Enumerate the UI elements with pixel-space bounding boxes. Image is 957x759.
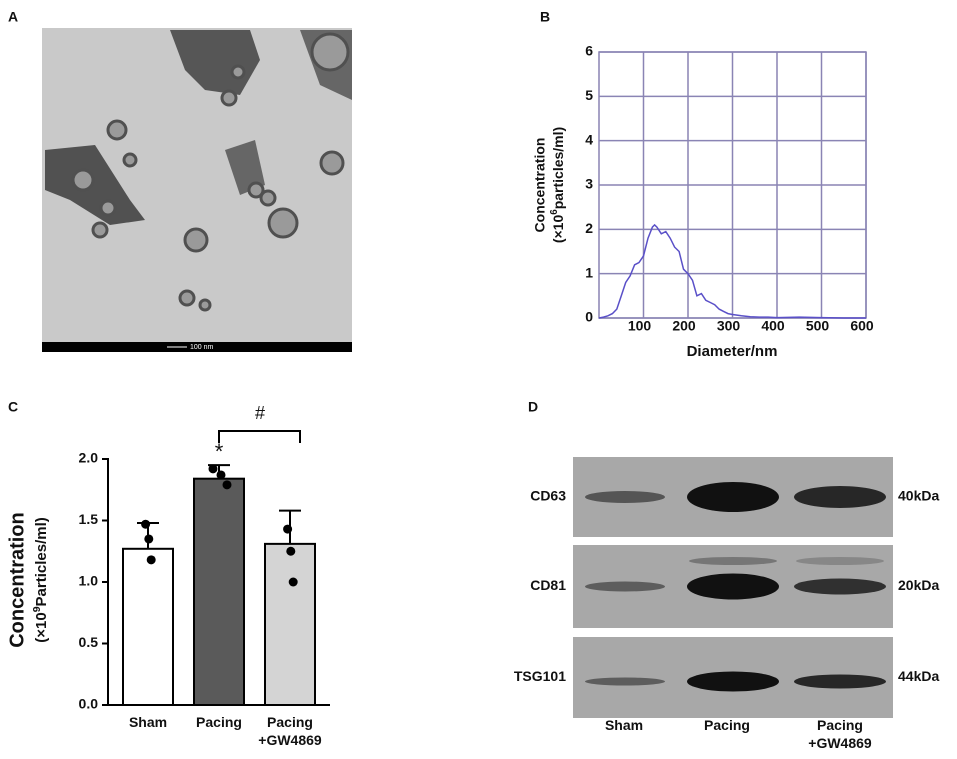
data-point <box>141 519 151 529</box>
panel-label: C <box>8 399 18 415</box>
row-label: CD81 <box>530 577 566 593</box>
y-axis-label: (×106particles/ml) <box>549 127 566 243</box>
row-size: 44kDa <box>898 668 939 684</box>
label-part: 6 <box>549 209 560 215</box>
x-tick-label: Sham <box>605 717 643 733</box>
x-tick-label: 400 <box>761 318 785 334</box>
x-axis-label: Diameter/nm <box>687 343 778 360</box>
y-tick-label: 5 <box>585 87 593 103</box>
data-point <box>146 555 156 565</box>
data-point <box>222 480 232 490</box>
bar <box>264 542 316 706</box>
y-axis-label: Concentration <box>6 512 28 648</box>
y-axis-label: Concentration <box>532 138 548 233</box>
panel-label: A <box>8 9 18 25</box>
y-tick-label: 0.5 <box>79 634 99 650</box>
x-tick-label: Pacing +GW4869 <box>258 714 322 748</box>
x-tick-label: 300 <box>717 318 741 334</box>
blot-band <box>687 482 779 512</box>
data-point <box>283 524 293 534</box>
micrograph: 100 nm <box>42 28 352 352</box>
label-part: particles/ml) <box>550 127 566 209</box>
row-size: 20kDa <box>898 577 939 593</box>
x-tick-label: Pacing <box>704 717 750 733</box>
x-tick-label: 100 <box>628 318 652 334</box>
bar <box>122 547 174 706</box>
annotation: * <box>215 439 224 464</box>
blot-band <box>585 491 665 503</box>
data-point <box>286 546 296 556</box>
blot-band <box>687 573 779 600</box>
x-tick-label: Pacing +GW4869 <box>808 717 872 751</box>
data-point <box>288 577 298 587</box>
y-tick-label: 0 <box>585 309 593 325</box>
x-tick-label: Sham <box>129 714 167 730</box>
row-label: TSG101 <box>514 668 566 684</box>
y-tick-label: 3 <box>585 176 593 192</box>
blot-band <box>689 557 777 565</box>
blot-band <box>794 578 886 595</box>
x-tick-label: 200 <box>672 318 696 334</box>
bar <box>193 477 245 706</box>
x-tick-label: 500 <box>806 318 830 334</box>
label-part: Particles/ml) <box>33 517 50 606</box>
label-part: (×10 <box>33 612 50 642</box>
scale-bar-label: 100 nm <box>190 344 214 351</box>
blot-band <box>687 671 779 692</box>
row-label: CD63 <box>530 488 566 504</box>
row-size: 40kDa <box>898 488 939 504</box>
blot-band <box>796 557 884 565</box>
x-tick-label: Pacing <box>196 714 242 730</box>
data-point <box>208 464 218 474</box>
blot-band <box>794 674 886 689</box>
bracket <box>218 430 301 443</box>
y-tick-label: 6 <box>585 43 593 59</box>
panel-label: D <box>528 399 538 415</box>
y-tick-label: 2 <box>585 220 593 236</box>
label-part: (×10 <box>550 215 566 244</box>
x-tick-label: 600 <box>850 318 874 334</box>
y-tick-label: 2.0 <box>79 450 99 466</box>
data-point <box>144 534 154 544</box>
annotation: # <box>255 403 265 423</box>
data-line <box>598 223 866 319</box>
y-tick-label: 1.0 <box>79 573 99 589</box>
y-tick-label: 4 <box>585 131 593 147</box>
panel-label: B <box>540 9 550 25</box>
blot-band <box>585 581 665 592</box>
y-tick-label: 1.5 <box>79 511 99 527</box>
y-tick-label: 1 <box>585 264 593 280</box>
y-tick-label: 0.0 <box>79 696 99 712</box>
data-point <box>216 470 226 480</box>
blot-band <box>585 677 665 686</box>
y-axis-label: (×109Particles/ml) <box>31 517 50 643</box>
label-part: 9 <box>31 606 43 612</box>
blot-band <box>794 486 886 508</box>
